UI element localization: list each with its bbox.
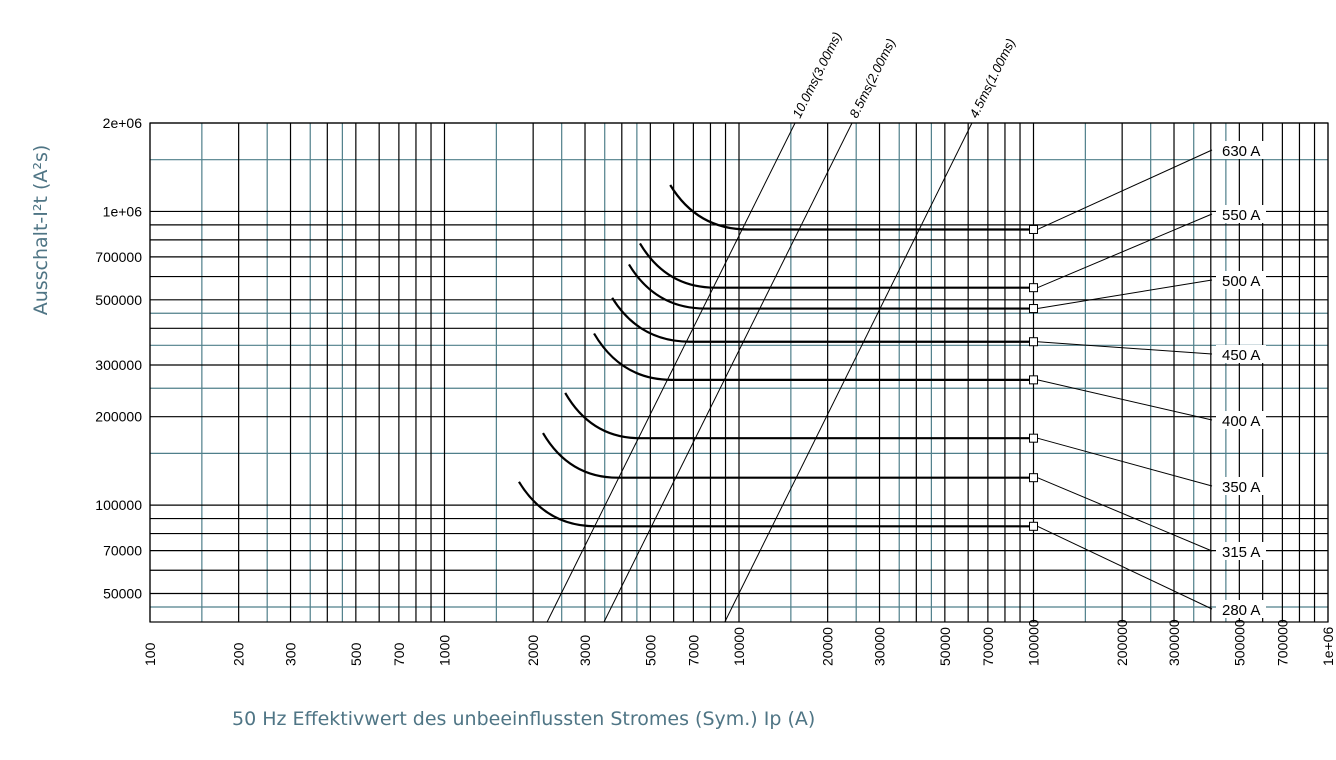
leader-line	[1037, 477, 1213, 552]
legend-label: 500 A	[1222, 273, 1260, 290]
fuse-curve	[564, 392, 1034, 440]
curve-end-marker	[1029, 283, 1038, 293]
time-line	[724, 122, 973, 623]
leader-line	[1037, 379, 1213, 421]
y-tick-label: 100000	[95, 497, 142, 513]
label-bg	[1216, 411, 1266, 429]
x-tick-label: 70000	[980, 627, 996, 666]
label-bg	[1216, 205, 1266, 223]
fuse-curve	[518, 481, 1034, 528]
x-tick-label: 3000	[577, 635, 593, 666]
time-line-label: 10.0ms(3.00ms)	[789, 30, 844, 121]
y-tick-label: 2e+06	[103, 115, 143, 131]
x-axis-label: 50 Hz Effektivwert des unbeeinflussten S…	[232, 708, 815, 730]
legend-label: 350 A	[1222, 479, 1260, 496]
x-tick-label: 200	[231, 642, 247, 666]
label-bg	[1216, 345, 1266, 363]
legend-label: 315 A	[1222, 544, 1260, 561]
x-tick-label: 2000	[525, 635, 541, 666]
x-tick-label: 500	[348, 642, 364, 666]
leader-line	[1037, 213, 1213, 289]
y-tick-label: 500000	[95, 292, 142, 308]
legend-label: 450 A	[1222, 347, 1260, 364]
x-tick-label: 700000	[1274, 619, 1290, 666]
leader-line	[1037, 437, 1213, 487]
leader-line	[1037, 341, 1213, 355]
curve-end-marker	[1029, 375, 1038, 385]
fuse-curve	[593, 332, 1034, 381]
y-tick-label: 50000	[103, 586, 142, 602]
time-line	[546, 122, 796, 623]
x-tick-label: 10000	[731, 627, 747, 666]
plot-frame	[149, 122, 1329, 623]
curve-end-marker	[1029, 473, 1038, 483]
y-axis-label: Ausschalt-I²t (A²s)	[30, 145, 52, 316]
y-tick-label: 1e+06	[103, 203, 143, 219]
fuse-curve	[639, 242, 1034, 289]
curve-end-marker	[1029, 337, 1038, 347]
time-line-label: 4.5ms(1.00ms)	[966, 36, 1018, 120]
x-tick-label: 200000	[1114, 619, 1130, 666]
x-tick-label: 300000	[1166, 619, 1182, 666]
time-line	[603, 122, 853, 623]
x-tick-label: 50000	[937, 627, 953, 666]
x-tick-label: 7000	[685, 635, 701, 666]
curve-end-marker	[1029, 433, 1038, 443]
y-tick-label: 300000	[95, 357, 142, 373]
curve-end-marker	[1029, 224, 1038, 234]
legend-label: 550 A	[1222, 207, 1260, 224]
fuse-curve	[611, 297, 1034, 343]
fuse-curve	[669, 184, 1034, 231]
label-bg	[1216, 542, 1266, 560]
legend-label: 280 A	[1222, 602, 1260, 619]
x-tick-label: 1000	[437, 635, 453, 666]
legend-label: 630 A	[1222, 143, 1260, 160]
leader-line	[1037, 279, 1213, 310]
fuse-curve	[542, 432, 1034, 479]
y-tick-label: 200000	[95, 409, 142, 425]
curve-end-marker	[1029, 521, 1038, 531]
leader-line	[1037, 149, 1213, 230]
x-tick-label: 1e+06	[1320, 626, 1336, 666]
time-line-label: 8.5ms(2.00ms)	[846, 36, 898, 120]
label-bg	[1216, 141, 1266, 159]
leader-line	[1037, 525, 1213, 610]
label-bg	[1216, 600, 1266, 618]
x-tick-label: 100	[142, 642, 158, 666]
x-tick-label: 500000	[1231, 619, 1247, 666]
label-bg	[1216, 271, 1266, 289]
label-bg	[1216, 477, 1266, 495]
x-tick-label: 5000	[642, 635, 658, 666]
curve-end-marker	[1029, 304, 1038, 314]
x-tick-label: 100000	[1026, 619, 1042, 666]
x-tick-label: 20000	[820, 627, 836, 666]
x-tick-label: 300	[283, 642, 299, 666]
y-tick-label: 70000	[103, 543, 142, 559]
x-tick-label: 700	[391, 642, 407, 666]
x-tick-label: 30000	[872, 627, 888, 666]
fuse-curve	[628, 263, 1034, 310]
y-tick-label: 700000	[95, 249, 142, 265]
legend-label: 400 A	[1222, 413, 1260, 430]
